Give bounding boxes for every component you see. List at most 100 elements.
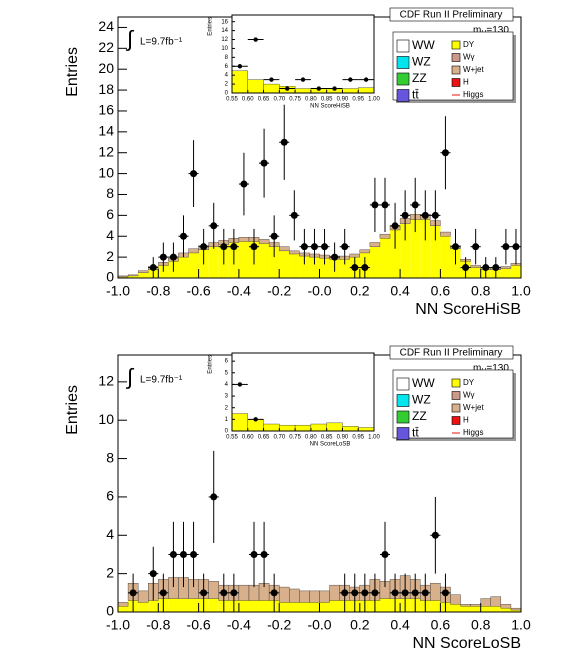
data-point: [502, 243, 510, 251]
y-tick-label: 0: [106, 603, 114, 619]
data-point: [190, 170, 198, 178]
x-tick-label: 0.2: [350, 617, 370, 633]
data-point: [361, 264, 369, 272]
data-point: [401, 211, 409, 219]
data-point: [285, 86, 290, 91]
frame: [231, 14, 375, 94]
y-tick-label: 3: [225, 394, 229, 400]
histogram-bar: [299, 590, 310, 603]
legend-label: DY: [463, 40, 475, 49]
x-tick-label: 0.55: [226, 97, 238, 103]
histogram-bar: [263, 423, 280, 432]
y-tick-label: 20: [98, 60, 114, 76]
x-tick-label: 0.60: [242, 435, 254, 441]
data-point: [321, 243, 329, 251]
data-point: [190, 550, 198, 558]
histogram-bar: [127, 274, 139, 277]
x-tick-label: -0.4: [227, 617, 251, 633]
histogram-bar: [309, 590, 320, 603]
data-point: [269, 77, 274, 82]
histogram-bar: [319, 590, 330, 603]
data-point: [280, 138, 288, 146]
legend-swatch: [451, 403, 461, 413]
legend-swatch: [451, 78, 461, 87]
x-axis-label: NN ScoreLoSB: [413, 635, 522, 652]
y-axis-label: Entries: [208, 17, 214, 36]
y-tick-label: 12: [221, 37, 228, 43]
data-point: [179, 550, 187, 558]
y-tick-label: 16: [98, 102, 114, 118]
y-tick-label: 10: [98, 411, 114, 427]
histogram-bar: [480, 598, 491, 607]
data-point: [411, 201, 419, 209]
histogram-bar: [259, 243, 270, 278]
histogram-bar: [500, 268, 511, 278]
legend-swatch: [396, 394, 410, 407]
histogram-bar: [510, 607, 522, 611]
data-point: [300, 243, 308, 251]
histogram-bar: [118, 276, 129, 278]
y-tick-label: 4: [106, 526, 114, 542]
x-tick-label: 0.4: [390, 617, 410, 633]
histogram-bar: [208, 246, 219, 278]
x-tick-label: -0.6: [187, 283, 211, 299]
mass-value: =130: [486, 25, 509, 36]
histogram-bar: [238, 584, 250, 601]
histogram-bar: [329, 600, 340, 612]
histogram-bar: [309, 257, 320, 278]
y-tick-label: 0: [106, 269, 114, 285]
data-point: [462, 264, 470, 272]
x-axis-label: NN ScoreHiSB: [310, 104, 350, 110]
data-point: [179, 232, 187, 240]
histogram-bar: [430, 600, 441, 612]
histogram-bar: [118, 606, 129, 612]
histogram-bar: [188, 248, 199, 254]
histogram-bar: [248, 600, 260, 612]
data-point: [331, 253, 339, 261]
x-tick-label: 0.90: [337, 435, 349, 441]
legend-label: Higgs: [463, 428, 483, 437]
histogram-bar: [148, 600, 159, 612]
data-point: [348, 77, 353, 82]
data-point: [250, 550, 258, 558]
histogram-bar: [510, 610, 521, 612]
histogram-bar: [208, 581, 219, 599]
legend-label: WW: [412, 376, 435, 390]
histogram-bar: [358, 427, 375, 432]
data-point: [310, 243, 318, 251]
legend-label: W+jet: [463, 65, 484, 74]
histogram-bar: [137, 590, 149, 603]
legend-swatch: [451, 416, 461, 425]
data-point: [230, 589, 238, 597]
y-tick-label: 18: [98, 81, 114, 97]
data-point: [169, 253, 177, 261]
data-point: [431, 211, 439, 219]
histogram-bar: [358, 87, 375, 94]
histogram-bar: [178, 257, 189, 278]
data-point: [512, 243, 520, 251]
histogram-bar: [117, 602, 129, 607]
y-tick-label: 8: [225, 55, 229, 61]
data-point: [482, 264, 490, 272]
mass-value: =130: [486, 363, 509, 374]
histogram-bar: [379, 238, 391, 278]
y-tick-label: 0: [225, 429, 229, 435]
x-tick-label: 0.4: [390, 283, 410, 299]
luminosity: L=9.7fb⁻¹: [140, 375, 183, 386]
histogram-bar: [450, 604, 461, 612]
x-tick-label: 0.65: [258, 97, 270, 103]
y-tick-label: 2: [106, 248, 114, 264]
histogram-bar: [342, 426, 359, 432]
histogram-bar: [490, 606, 501, 612]
x-tick-label: 0.75: [289, 435, 301, 441]
histogram-bar: [259, 600, 270, 612]
data-point: [159, 589, 167, 597]
y-tick-label: 8: [106, 449, 114, 465]
title-box: [389, 7, 514, 22]
histogram-bar: [263, 83, 280, 94]
data-point: [316, 86, 321, 91]
data-point: [391, 222, 399, 230]
y-tick-label: 10: [221, 46, 228, 52]
histogram-bar: [117, 275, 129, 278]
data-point: [421, 211, 429, 219]
